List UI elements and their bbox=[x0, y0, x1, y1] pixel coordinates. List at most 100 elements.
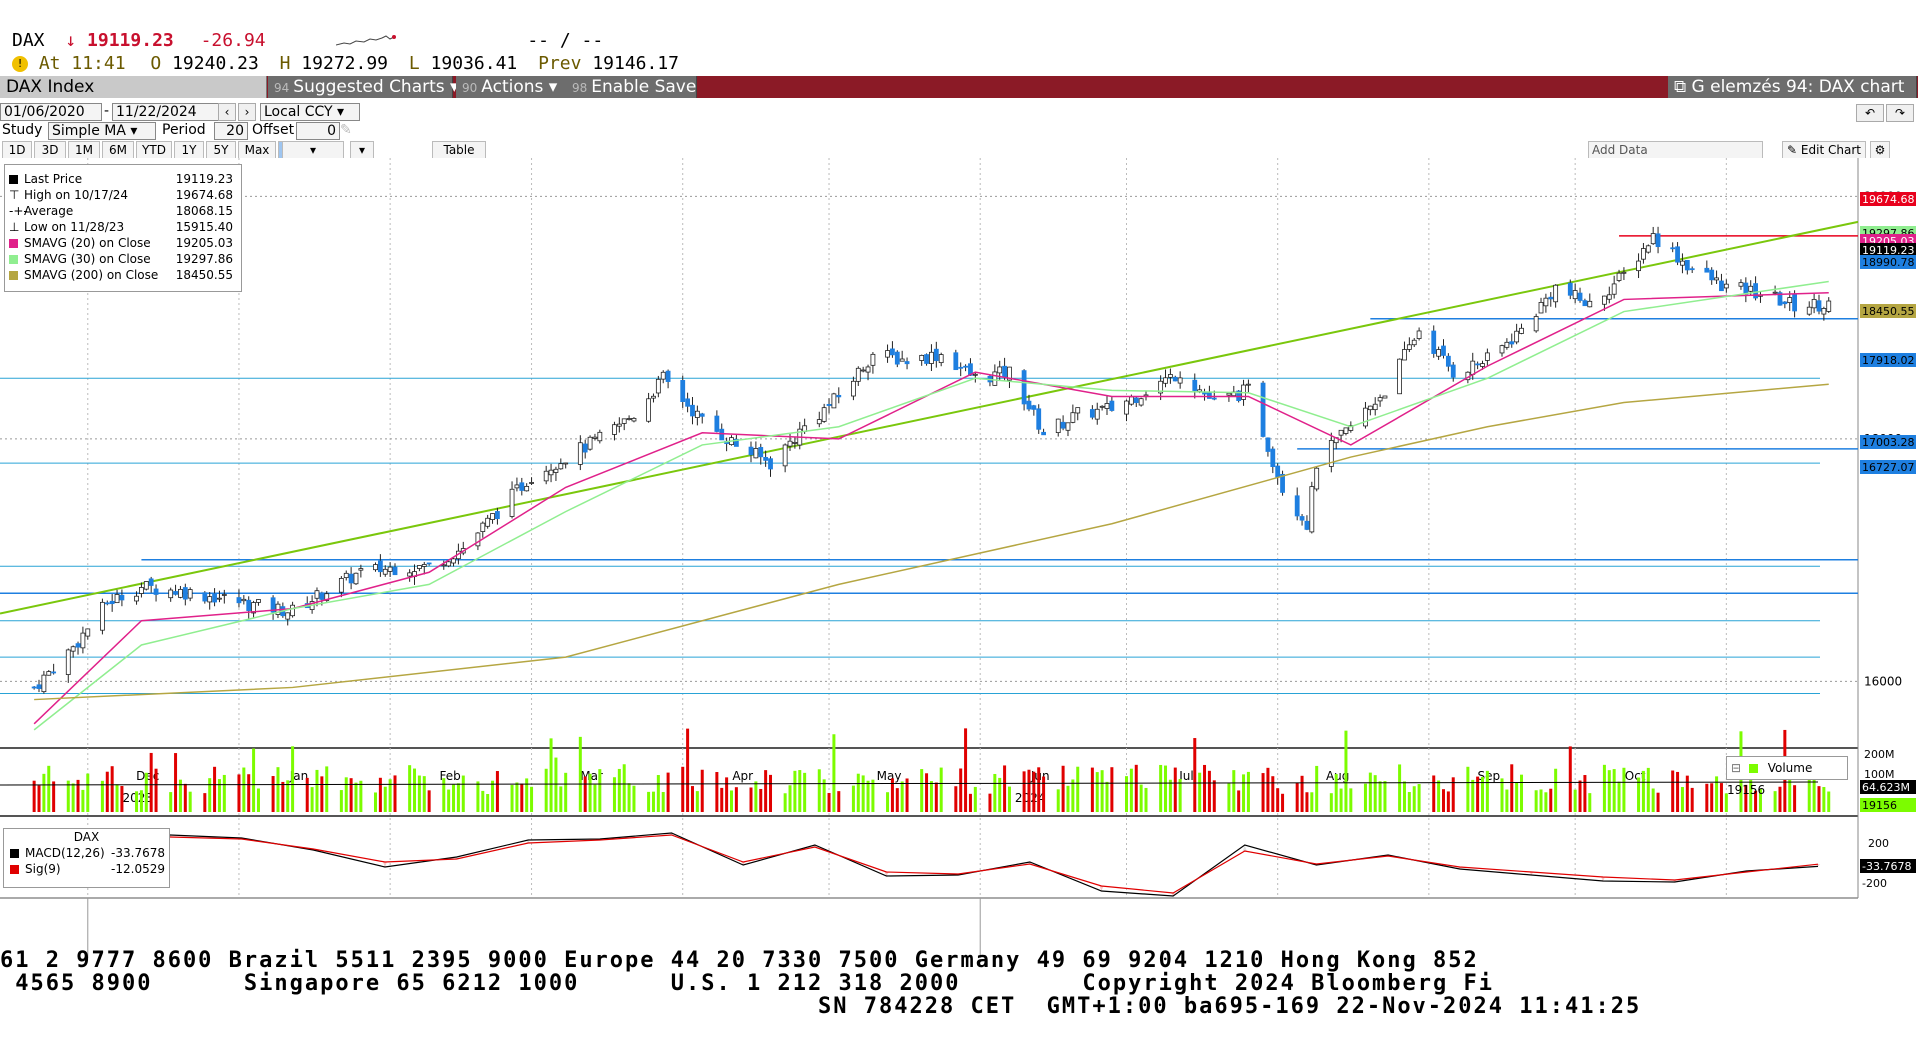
period-button-1d[interactable]: 1D bbox=[2, 141, 32, 159]
start-date-field[interactable]: 01/06/2020 bbox=[0, 103, 102, 121]
volume-bar bbox=[408, 765, 412, 812]
candle-body bbox=[343, 572, 349, 579]
volume-bar bbox=[1373, 775, 1377, 812]
volume-bar bbox=[174, 753, 178, 812]
candle-body bbox=[1089, 409, 1095, 418]
period-button-1y[interactable]: 1Y bbox=[174, 141, 204, 159]
candle-body bbox=[1543, 297, 1549, 307]
actions-button[interactable]: 90 Actions ▾ bbox=[456, 76, 567, 98]
volume-bar bbox=[895, 788, 899, 812]
chevron-right-icon: › bbox=[244, 105, 250, 119]
price-legend: Last Price 19119.23 ⊤ High on 10/17/24 19674… bbox=[4, 164, 242, 292]
candle-body bbox=[938, 354, 944, 364]
volume-bar bbox=[837, 791, 841, 812]
candle-body bbox=[763, 457, 769, 461]
legend-value: 19119.23 bbox=[175, 172, 233, 186]
footer-line-1: 61 2 9777 8600 Brazil 5511 2395 9000 Eur… bbox=[0, 948, 1479, 973]
volume-bar bbox=[1637, 777, 1641, 812]
candle-body bbox=[1270, 448, 1276, 467]
offset-input[interactable]: 0 bbox=[296, 122, 340, 140]
volume-bar bbox=[666, 772, 670, 812]
volume-bar bbox=[905, 778, 909, 812]
volume-bar bbox=[1612, 769, 1616, 812]
volume-bar bbox=[1754, 790, 1758, 812]
period-button-3d[interactable]: 3D bbox=[34, 141, 66, 159]
collapse-icon[interactable]: ⊟ bbox=[1731, 761, 1742, 775]
candle-body bbox=[1572, 290, 1578, 300]
period-button-1m[interactable]: 1M bbox=[68, 141, 100, 159]
security-field[interactable]: DAX Index bbox=[0, 76, 267, 98]
volume-average-line bbox=[0, 781, 1819, 786]
chart-style-control[interactable]: ▾ bbox=[282, 141, 344, 159]
candle-body bbox=[1411, 339, 1417, 346]
study-select[interactable]: Simple MA ▾ bbox=[48, 122, 156, 140]
add-data-input[interactable]: Add Data bbox=[1588, 141, 1763, 159]
volume-bar bbox=[554, 757, 558, 812]
next-range-button[interactable]: › bbox=[238, 103, 256, 121]
volume-bar bbox=[1510, 764, 1514, 812]
legend-label: Last Price bbox=[24, 172, 83, 186]
more-options-button[interactable]: ▾ bbox=[350, 141, 374, 159]
volume-bar bbox=[1310, 792, 1314, 812]
candle-body bbox=[1538, 302, 1544, 314]
period-button-5y[interactable]: 5Y bbox=[206, 141, 236, 159]
volume-bar bbox=[1398, 764, 1402, 812]
period-input[interactable]: 20 bbox=[214, 122, 248, 140]
chart-title-tab[interactable]: ⧉ G elemzés 94: DAX chart bbox=[1668, 76, 1917, 98]
candle-body bbox=[1680, 260, 1685, 266]
edit-chart-button[interactable]: ✎ Edit Chart bbox=[1782, 141, 1866, 159]
redo-icon[interactable]: ↷ bbox=[1886, 104, 1914, 122]
volume-bar bbox=[1788, 778, 1792, 812]
volume-bar bbox=[749, 787, 753, 812]
study-value: Simple MA bbox=[52, 123, 126, 139]
candle-body bbox=[524, 485, 530, 492]
enable-save-button[interactable]: 98 Enable Save bbox=[566, 76, 697, 98]
candle-body bbox=[70, 646, 76, 652]
legend-row: ⊥ Low on 11/28/23 15915.40 bbox=[9, 219, 237, 235]
volume-bar bbox=[315, 769, 319, 812]
volume-bar bbox=[217, 779, 221, 812]
chart-settings-icon[interactable]: ⚙ bbox=[1870, 141, 1890, 159]
edit-chart-label: Edit Chart bbox=[1800, 143, 1861, 157]
suggested-charts-button[interactable]: 94 Suggested Charts ▾ bbox=[268, 76, 459, 98]
period-button-ytd[interactable]: YTD bbox=[136, 141, 172, 159]
volume-bar bbox=[1778, 786, 1782, 812]
volume-bar bbox=[1520, 774, 1524, 812]
period-button-6m[interactable]: 6M bbox=[102, 141, 134, 159]
candle-body bbox=[509, 488, 515, 517]
volume-bar bbox=[481, 790, 485, 812]
pencil-icon: ✎ bbox=[1787, 143, 1798, 157]
period-button-max[interactable]: Max bbox=[238, 141, 276, 159]
candle-body bbox=[826, 404, 832, 406]
candle-body bbox=[495, 511, 500, 520]
volume-bar bbox=[798, 770, 802, 812]
price-label-bg bbox=[1860, 353, 1916, 367]
volume-bar bbox=[690, 786, 694, 812]
candle-body bbox=[1294, 495, 1300, 517]
candle-body bbox=[173, 591, 178, 595]
table-button[interactable]: Table bbox=[432, 141, 486, 159]
price-chart[interactable]: DecJanFebMarAprMayJunJulAugSepOctNov2023… bbox=[0, 158, 1918, 968]
legend-value: 18450.55 bbox=[175, 268, 233, 282]
end-date-field[interactable]: 11/22/2024 bbox=[112, 103, 220, 121]
volume-bar bbox=[1232, 770, 1236, 812]
candle-body bbox=[1055, 418, 1061, 433]
candle-body bbox=[168, 589, 174, 599]
volume-bar bbox=[1549, 788, 1553, 812]
undo-icon[interactable]: ↶ bbox=[1856, 104, 1884, 122]
candle-body bbox=[933, 348, 939, 362]
pencil-icon[interactable]: ✎ bbox=[340, 122, 352, 138]
candle-body bbox=[1748, 285, 1754, 292]
prev-range-button[interactable]: ‹ bbox=[218, 103, 236, 121]
offset-label: Offset bbox=[252, 122, 295, 138]
candle-body bbox=[80, 632, 86, 649]
volume-bar bbox=[417, 775, 421, 812]
currency-select[interactable]: Local CCY ▾ bbox=[260, 103, 360, 121]
currency-value: Local CCY bbox=[264, 104, 333, 120]
volume-bar bbox=[1437, 780, 1441, 812]
candle-body bbox=[416, 565, 422, 569]
volume-bar bbox=[822, 779, 826, 812]
candle-body bbox=[1314, 467, 1320, 490]
candle-body bbox=[1060, 421, 1066, 429]
volume-bar bbox=[374, 792, 378, 812]
